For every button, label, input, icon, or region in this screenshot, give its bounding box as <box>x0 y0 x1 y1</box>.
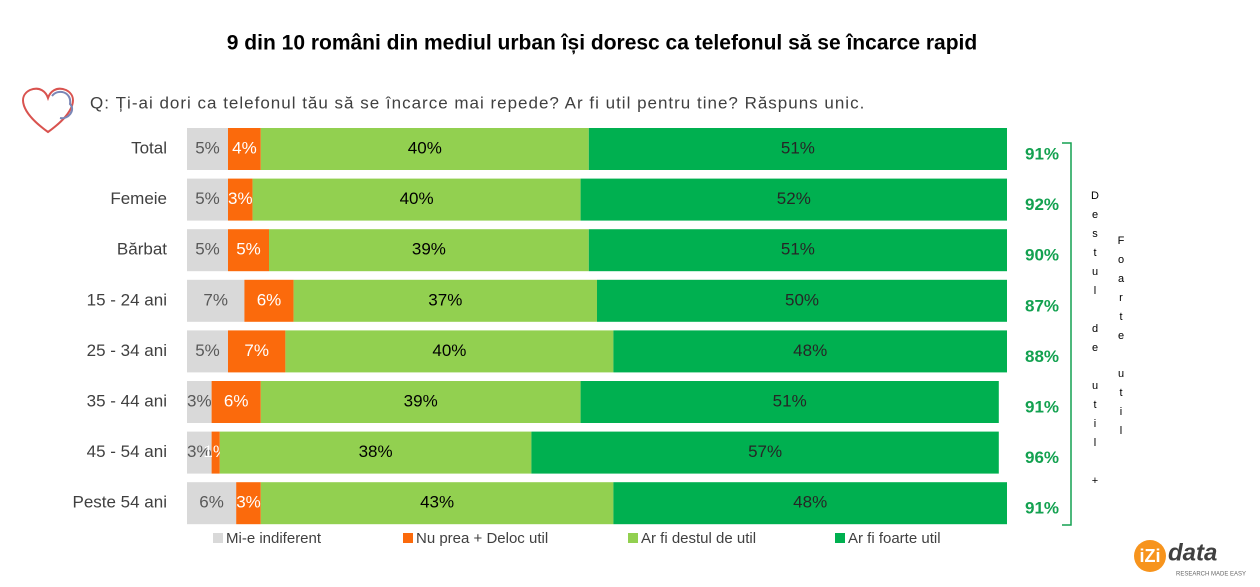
bar-segment <box>531 431 999 474</box>
bar-segment <box>228 178 253 221</box>
legend-swatch <box>628 533 638 543</box>
data-label: 3% <box>187 442 212 461</box>
bar-segment <box>244 279 294 322</box>
data-label: 5% <box>236 240 261 259</box>
y-tick-label: 45 - 54 ani <box>87 442 167 461</box>
y-tick-label: Bărbat <box>117 240 167 259</box>
data-label: 5% <box>195 138 220 157</box>
bar-segment <box>260 128 589 170</box>
y-tick-label: Peste 54 ani <box>72 493 167 512</box>
legend-label: Ar fi foarte util <box>848 530 941 547</box>
data-label: 37% <box>428 290 462 309</box>
data-label: 3% <box>187 391 212 410</box>
bar-segment <box>580 381 999 423</box>
logo: iZi data RESEARCH MADE EASY <box>1134 539 1246 578</box>
bar-segment <box>260 482 614 525</box>
bar-segment <box>588 229 1007 272</box>
bar-segment <box>187 431 212 474</box>
legend-swatch <box>403 533 413 543</box>
bar-segment <box>187 229 228 272</box>
y-tick-label: 35 - 44 ani <box>87 391 167 410</box>
legend-swatch <box>835 533 845 543</box>
total-label: 92% <box>1025 195 1059 214</box>
data-label: 50% <box>785 290 819 309</box>
data-label: 6% <box>224 391 249 410</box>
bar-segment <box>580 178 1007 221</box>
logo-brand: data <box>1168 539 1217 566</box>
data-label: 5% <box>195 341 220 360</box>
data-label: 7% <box>203 290 228 309</box>
bar-segment <box>285 330 614 373</box>
data-label: 6% <box>257 290 282 309</box>
y-tick-label: 15 - 24 ani <box>87 290 167 309</box>
logo-brand: iZi <box>1140 546 1161 566</box>
total-label: 91% <box>1025 499 1059 518</box>
data-label: 5% <box>195 189 220 208</box>
legend-label: Ar fi destul de util <box>641 530 756 547</box>
bar-segment <box>187 381 212 423</box>
bar-segment <box>228 229 269 272</box>
data-label: 40% <box>432 341 466 360</box>
bar-segment <box>613 482 1007 525</box>
data-label: 52% <box>777 189 811 208</box>
data-label: 39% <box>404 391 438 410</box>
data-label: 38% <box>359 442 393 461</box>
bar-segment <box>597 279 1007 322</box>
bar-segment <box>236 482 261 525</box>
bar-segment <box>252 178 581 221</box>
bar-segment <box>211 431 220 474</box>
subtitle: Q: Ți-ai dori ca telefonul tău să se înc… <box>90 93 865 112</box>
heart-icon <box>22 87 74 134</box>
bar-segment <box>187 178 228 221</box>
data-label: 3% <box>236 493 261 512</box>
data-label: 40% <box>400 189 434 208</box>
bar-segment <box>228 128 261 170</box>
data-label: 40% <box>408 138 442 157</box>
total-label: 91% <box>1025 144 1059 163</box>
data-label: 48% <box>793 341 827 360</box>
bracket-label: Foarte util <box>1115 235 1127 444</box>
bar-segment <box>613 330 1007 373</box>
total-label: 91% <box>1025 397 1059 416</box>
data-label: 7% <box>244 341 269 360</box>
chart-title: 9 din 10 români din mediul urban își dor… <box>227 32 977 55</box>
data-label: 51% <box>773 391 807 410</box>
bracket <box>1062 142 1072 526</box>
data-label: 6% <box>199 493 224 512</box>
legend-swatch <box>213 533 223 543</box>
bar-segment <box>187 279 245 322</box>
total-label: 96% <box>1025 448 1059 467</box>
logo-tagline: RESEARCH MADE EASY <box>1176 572 1246 578</box>
data-label: 51% <box>781 138 815 157</box>
y-tick-label: 25 - 34 ani <box>87 341 167 360</box>
data-label: 3% <box>228 189 253 208</box>
data-label: 39% <box>412 240 446 259</box>
bar-segment <box>219 431 532 474</box>
bar-segment <box>187 330 228 373</box>
data-label: 57% <box>748 442 782 461</box>
bar-segment <box>293 279 597 322</box>
y-tick-label: Femeie <box>110 189 167 208</box>
data-label: 4% <box>232 138 257 157</box>
data-label: 43% <box>420 493 454 512</box>
bar-segment <box>588 128 1007 170</box>
bar-segment <box>187 482 237 525</box>
bar-segment <box>260 381 581 423</box>
total-label: 87% <box>1025 296 1059 315</box>
total-label: 88% <box>1025 347 1059 366</box>
total-label: 90% <box>1025 246 1059 265</box>
bracket-label: Destul de util + <box>1089 190 1101 494</box>
bar-segment <box>228 330 286 373</box>
legend-label: Nu prea + Deloc util <box>416 530 548 547</box>
y-tick-label: Total <box>131 138 167 157</box>
bar-segment <box>211 381 261 423</box>
data-label: 51% <box>781 240 815 259</box>
bar-segment <box>187 128 228 170</box>
data-label: 48% <box>793 493 827 512</box>
data-label: 5% <box>195 240 220 259</box>
bar-segment <box>269 229 589 272</box>
legend-label: Mi-e indiferent <box>226 530 322 547</box>
